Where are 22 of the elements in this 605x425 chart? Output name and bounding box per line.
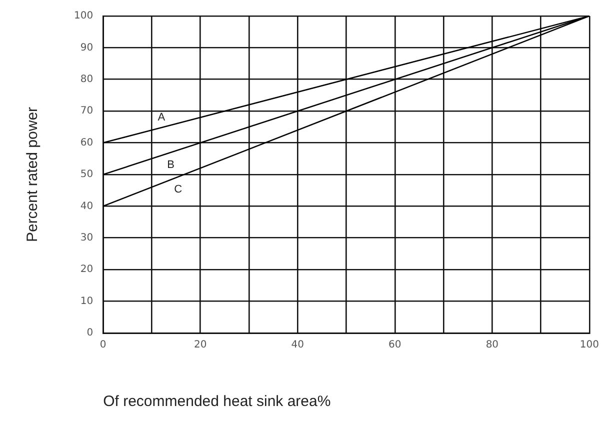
x-tick-label: 0 <box>100 340 106 351</box>
x-tick-label: 100 <box>580 340 600 351</box>
y-tick-label: 10 <box>80 296 94 307</box>
y-tick-label: 50 <box>80 169 94 180</box>
y-tick-label: 80 <box>80 74 94 85</box>
y-tick-label: 30 <box>80 232 94 244</box>
y-tick-label: 100 <box>74 10 94 22</box>
series-label: A <box>158 112 166 124</box>
y-tick-label: 40 <box>80 200 94 212</box>
y-tick-label: 0 <box>86 328 94 339</box>
y-tick-label: 70 <box>80 106 94 117</box>
y-axis-title: Percent rated power <box>24 106 42 242</box>
series-label: C <box>174 184 182 196</box>
series-label: B <box>167 159 174 172</box>
x-tick-label: 80 <box>486 340 499 351</box>
x-tick-label: 20 <box>194 340 207 351</box>
y-tick-label: 20 <box>80 264 94 276</box>
y-tick-label: 60 <box>80 137 94 148</box>
x-tick-label: 60 <box>388 340 402 351</box>
x-tick-label: 40 <box>291 340 304 351</box>
y-tick-label: 90 <box>80 42 94 54</box>
x-axis-title: Of recommended heat sink area% <box>103 393 331 410</box>
